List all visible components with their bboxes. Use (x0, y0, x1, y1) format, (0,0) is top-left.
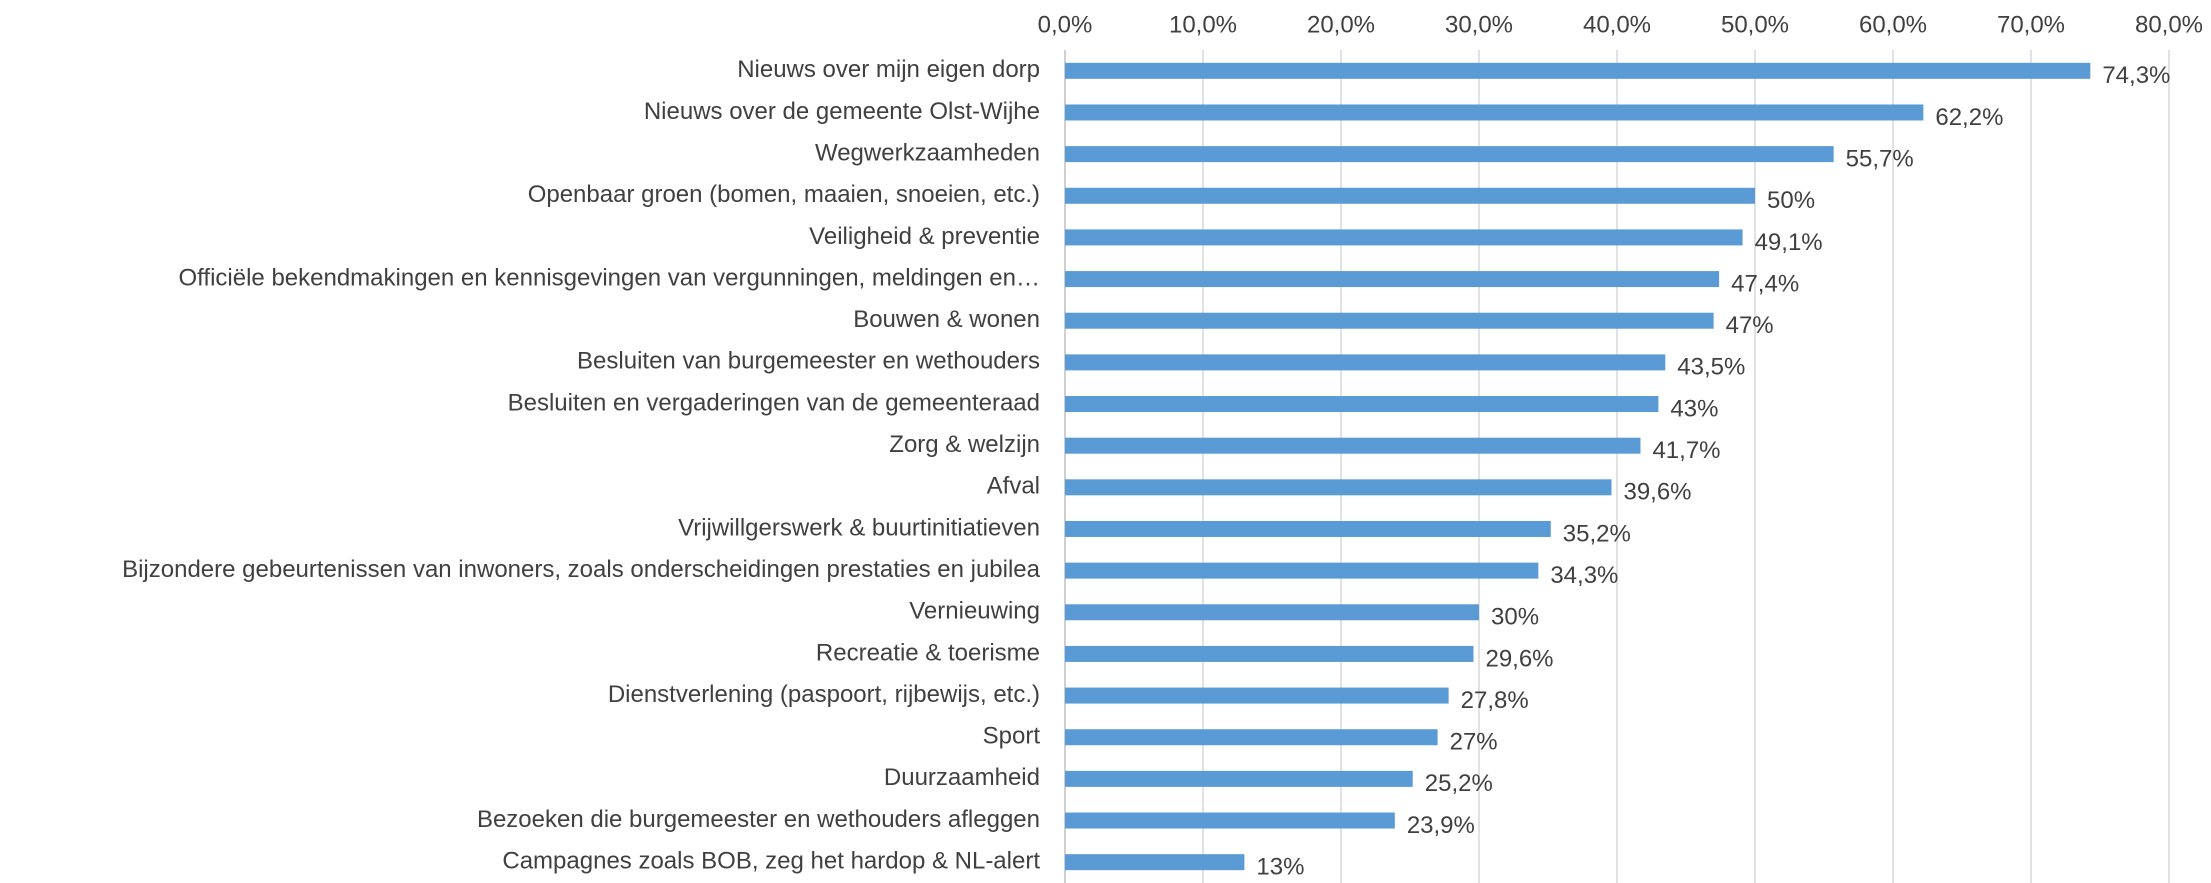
y-tick-label: Nieuws over de gemeente Olst-Wijhe (644, 98, 1040, 125)
bar (1065, 187, 1755, 204)
x-tick-label: 40,0% (1583, 11, 1651, 38)
data-label: 47% (1726, 312, 1774, 339)
x-tick-label: 50,0% (1721, 11, 1789, 38)
bar (1065, 520, 1551, 537)
bar (1065, 770, 1413, 787)
bar (1065, 812, 1395, 829)
y-tick-label: Dienstverlening (paspoort, rijbewijs, et… (608, 681, 1040, 708)
data-label: 23,9% (1407, 812, 1475, 839)
y-tick-label: Bouwen & wonen (853, 306, 1040, 333)
x-tick-label: 10,0% (1169, 11, 1237, 38)
y-tick-label: Bijzondere gebeurtenissen van inwoners, … (122, 556, 1041, 583)
bar (1065, 437, 1641, 454)
bar (1065, 271, 1720, 288)
x-tick-label: 70,0% (1997, 11, 2065, 38)
data-label: 27% (1450, 729, 1498, 756)
y-tick-label: Officiële bekendmakingen en kennisgeving… (179, 264, 1040, 291)
data-label: 34,3% (1550, 562, 1618, 589)
bar (1065, 62, 2091, 79)
bar (1065, 562, 1539, 579)
data-label: 30% (1491, 604, 1539, 631)
bar (1065, 396, 1659, 413)
y-tick-label: Afval (987, 473, 1040, 500)
bar (1065, 354, 1666, 371)
y-tick-label: Campagnes zoals BOB, zeg het hardop & NL… (502, 848, 1040, 875)
y-tick-label: Besluiten van burgemeester en wethouders (577, 348, 1040, 375)
y-tick-label: Nieuws over mijn eigen dorp (737, 56, 1040, 83)
y-tick-label: Sport (983, 723, 1041, 750)
data-label: 74,3% (2102, 62, 2170, 89)
data-label: 35,2% (1563, 520, 1631, 547)
data-label: 47,4% (1731, 270, 1799, 297)
bar (1065, 229, 1743, 246)
data-label: 62,2% (1935, 104, 2003, 131)
data-label: 55,7% (1846, 145, 1914, 172)
bar (1065, 479, 1612, 496)
bar (1065, 312, 1714, 329)
y-tick-label: Recreatie & toerisme (816, 639, 1040, 666)
x-tick-label: 60,0% (1859, 11, 1927, 38)
y-tick-label: Vernieuwing (909, 598, 1040, 625)
x-tick-label: 20,0% (1307, 11, 1375, 38)
data-label: 43,5% (1677, 354, 1745, 381)
data-label: 29,6% (1485, 645, 1553, 672)
y-tick-label: Wegwerkzaamheden (815, 139, 1040, 166)
data-label: 39,6% (1623, 479, 1691, 506)
x-tick-label: 30,0% (1445, 11, 1513, 38)
data-label: 43% (1670, 395, 1718, 422)
data-label: 13% (1256, 854, 1304, 881)
data-label: 41,7% (1652, 437, 1720, 464)
y-tick-label: Besluiten en vergaderingen van de gemeen… (508, 389, 1040, 416)
data-label: 25,2% (1425, 770, 1493, 797)
bar (1065, 854, 1245, 871)
bar (1065, 104, 1924, 121)
bar (1065, 645, 1474, 662)
x-tick-label: 80,0% (2135, 11, 2203, 38)
x-tick-label: 0,0% (1038, 11, 1093, 38)
bar (1065, 604, 1479, 621)
bar (1065, 146, 1834, 163)
y-tick-label: Vrijwillgerswerk & buurtinitiatieven (678, 514, 1040, 541)
y-tick-label: Duurzaamheid (884, 764, 1040, 791)
y-tick-label: Openbaar groen (bomen, maaien, snoeien, … (528, 181, 1040, 208)
data-label: 49,1% (1755, 229, 1823, 256)
data-label: 27,8% (1461, 687, 1529, 714)
data-label: 50% (1767, 187, 1815, 214)
y-tick-label: Zorg & welzijn (889, 431, 1040, 458)
y-tick-label: Veiligheid & preventie (809, 223, 1040, 250)
y-tick-label: Bezoeken die burgemeester en wethouders … (477, 806, 1040, 833)
bar (1065, 687, 1449, 704)
bar (1065, 729, 1438, 746)
